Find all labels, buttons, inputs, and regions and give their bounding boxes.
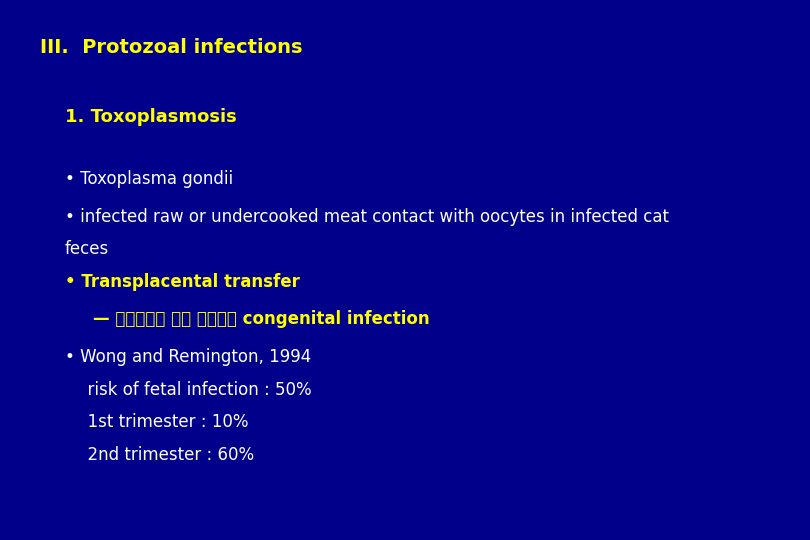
Text: • Wong and Remington, 1994: • Wong and Remington, 1994: [65, 348, 311, 366]
Text: III.  Protozoal infections: III. Protozoal infections: [40, 38, 303, 57]
Text: 2nd trimester : 60%: 2nd trimester : 60%: [77, 446, 254, 463]
Text: — 모체감염이 있는 경우에만 congenital infection: — 모체감염이 있는 경우에만 congenital infection: [93, 310, 430, 328]
Text: • Transplacental transfer: • Transplacental transfer: [65, 273, 300, 291]
Text: 1st trimester : 10%: 1st trimester : 10%: [77, 413, 249, 431]
Text: • Toxoplasma gondii: • Toxoplasma gondii: [65, 170, 233, 188]
Text: 1. Toxoplasmosis: 1. Toxoplasmosis: [65, 108, 237, 126]
Text: risk of fetal infection : 50%: risk of fetal infection : 50%: [77, 381, 312, 399]
Text: feces: feces: [65, 240, 109, 258]
Text: • infected raw or undercooked meat contact with oocytes in infected cat: • infected raw or undercooked meat conta…: [65, 208, 669, 226]
